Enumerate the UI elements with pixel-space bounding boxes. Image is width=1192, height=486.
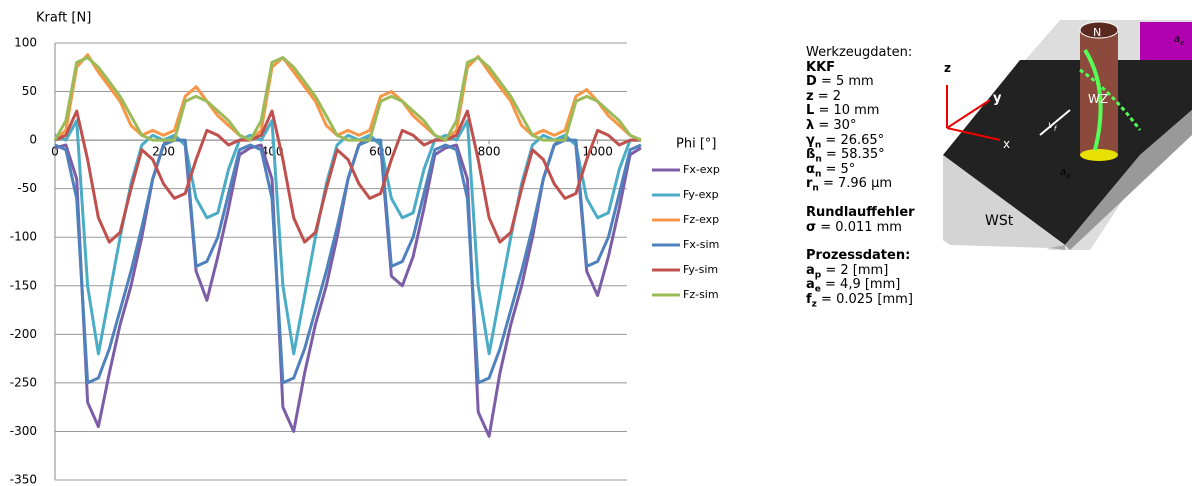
param-symbol: λ [806, 118, 814, 133]
panel-line: KKF [806, 61, 915, 76]
gap [806, 192, 915, 206]
param-symbol: a [806, 277, 815, 292]
param-value: = 5 mm [821, 74, 874, 89]
param-row: ßn = 58.35° [806, 148, 915, 163]
y-tick-label: 0 [29, 133, 37, 147]
param-value: = 58.35° [826, 147, 885, 162]
param-row: γn = 26.65° [806, 134, 915, 149]
page: Kraft [N] Phi [°] -350 -300 -250 -200 -150 -1… [0, 0, 1192, 486]
chart: Kraft [N] Phi [°] -350 -300 -250 -200 -150 -1… [0, 0, 780, 486]
workpiece-label: WSt [985, 213, 1014, 229]
param-symbol: α [806, 162, 815, 177]
legend-label: Fz-exp [683, 213, 719, 226]
param-value: = 4,9 [mm] [825, 277, 900, 292]
param-value: = 30° [818, 118, 856, 133]
param-sub: n [812, 184, 818, 194]
param-value: = 2 [mm] [825, 263, 888, 278]
tool-label: WZ [1088, 92, 1108, 106]
param-row: σ = 0.011 mm [806, 221, 915, 236]
gap [806, 235, 915, 249]
y-label: y [993, 91, 1002, 106]
param-symbol: γ [806, 133, 815, 148]
legend-label: Fx-sim [683, 238, 719, 251]
param-value: = 26.65° [825, 133, 884, 148]
y-tick-label: -100 [10, 230, 37, 244]
param-row: λ = 30° [806, 119, 915, 134]
param-value: = 7.96 µm [823, 176, 892, 191]
panel-line: Prozessdaten: [806, 249, 915, 264]
north-label: N [1093, 26, 1101, 39]
diagram: z y x WSt WZ N vf ap ae [940, 20, 1192, 260]
param-value: = 5° [826, 162, 856, 177]
y-tick-label: 100 [14, 36, 37, 50]
y-tick-label: -200 [10, 327, 37, 341]
legend-label: Fz-sim [683, 288, 719, 301]
param-row: rn = 7.96 µm [806, 177, 915, 192]
param-sub: z [812, 300, 817, 310]
legend-label: Fy-sim [683, 263, 718, 276]
y-axis-label: Kraft [N] [36, 11, 91, 26]
param-row: L = 10 mm [806, 104, 915, 119]
ae-sub: e [1180, 39, 1184, 47]
y-tick-label: -250 [10, 375, 37, 389]
param-symbol: ß [806, 147, 815, 162]
param-symbol: σ [806, 220, 816, 235]
param-value: = 10 mm [818, 103, 879, 118]
x-axis-label: Phi [°] [676, 137, 716, 152]
param-row: αn = 5° [806, 163, 915, 178]
param-row: ae = 4,9 [mm] [806, 278, 915, 293]
y-tick-label: -150 [10, 278, 37, 292]
y-tick-label: -350 [10, 473, 37, 486]
y-tick-label: 50 [22, 84, 37, 98]
y-tick-label: -50 [17, 181, 37, 195]
x-tick-label: 800 [478, 145, 501, 159]
param-value: = 0.011 mm [820, 220, 902, 235]
param-value: = 2 [818, 89, 841, 104]
z-label: z [944, 61, 951, 75]
param-symbol: D [806, 74, 817, 89]
legend-label: Fx-exp [683, 163, 720, 176]
param-symbol: L [806, 103, 814, 118]
param-symbol: a [806, 263, 815, 278]
panel-line: Rundlauffehler [806, 206, 915, 221]
series-line [55, 55, 641, 140]
series-line [55, 140, 641, 383]
y-tick-label: -300 [10, 424, 37, 438]
param-row: z = 2 [806, 90, 915, 105]
panel-line: Werkzeugdaten: [806, 46, 915, 61]
param-row: ap = 2 [mm] [806, 264, 915, 279]
ap-sub: p [1065, 172, 1071, 180]
param-value: = 0.025 [mm] [821, 292, 913, 307]
tool-tip [1080, 149, 1118, 161]
param-symbol: z [806, 89, 814, 104]
x-label: x [1003, 137, 1010, 151]
param-row: D = 5 mm [806, 75, 915, 90]
legend-label: Fy-exp [683, 188, 719, 201]
series-line [55, 58, 641, 141]
param-row: fz = 0.025 [mm] [806, 293, 915, 308]
